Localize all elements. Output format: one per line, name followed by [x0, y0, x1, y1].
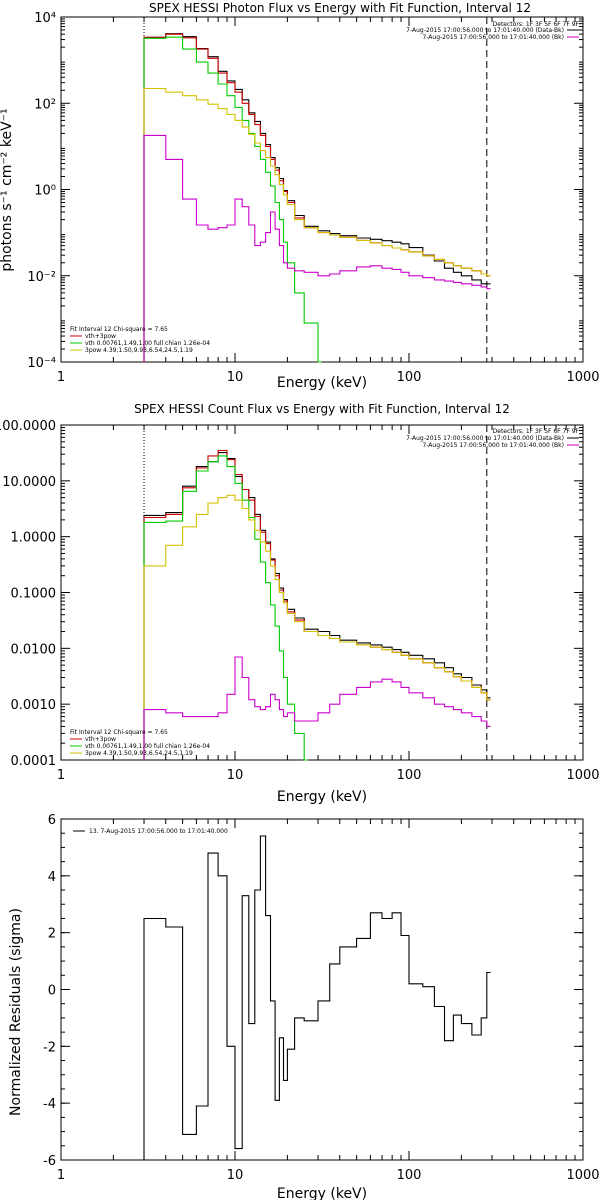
photon-flux-title: SPEX HESSI Photon Flux vs Energy with Fi…	[149, 1, 531, 15]
legend-fit-header: Fit Interval 12 Chi-square = 7.65	[70, 326, 168, 333]
x-tick-label: 1	[57, 768, 65, 783]
series-vth-3pow	[143, 449, 491, 760]
y-tick-label: 0.1000	[11, 587, 57, 602]
photon-flux-ylabel: photons s⁻¹ cm⁻² keV⁻¹	[0, 108, 15, 271]
y-tick-label: 10⁻²	[27, 270, 56, 285]
series-bk	[143, 656, 491, 760]
legend-detectors-header: Detectors: 1F 3F 5F 6F 7F 9F	[493, 428, 580, 435]
y-tick-label: 4	[48, 870, 56, 885]
legend-entry: 7-Aug-2015 17:00:56.000 to 17:01:40.000 …	[406, 435, 564, 442]
series-vth	[143, 455, 308, 761]
x-tick-label: 1000	[566, 370, 599, 385]
y-tick-label: 6	[48, 813, 56, 828]
y-tick-label: -6	[43, 1154, 56, 1169]
y-tick-label: 0.0010	[11, 698, 57, 713]
y-tick-label: 10⁻⁴	[27, 356, 56, 371]
count-flux-title: SPEX HESSI Count Flux vs Energy with Fit…	[134, 402, 510, 416]
series-vth-3pow	[143, 33, 491, 362]
y-tick-label: 0.0001	[11, 754, 57, 769]
x-tick-label: 100	[397, 370, 422, 385]
legend-entry: 7-Aug-2015 17:00:56.000 to 17:01:40.000 …	[406, 27, 564, 34]
legend-entry: vth 0.00761,1.49,1.00 full chian 1.26e-0…	[85, 340, 210, 347]
series-bk	[143, 134, 491, 362]
photon-flux-xlabel: Energy (keV)	[277, 375, 367, 391]
x-tick-label: 100	[397, 1168, 422, 1183]
y-tick-label: -4	[43, 1097, 56, 1112]
legend-entry: vth 0.00761,1.49,1.00 full chian 1.26e-0…	[85, 743, 210, 750]
plot-frame	[60, 818, 584, 1161]
photon-flux-panel: SPEX HESSI Photon Flux vs Energy with Fi…	[0, 1, 600, 391]
residuals-panel: Energy (keV) Normalized Residuals (sigma…	[8, 813, 600, 1200]
legend-fit-header: Fit Interval 12 Chi-square = 7.65	[70, 729, 168, 736]
legend-detectors-header: Detectors: 1F 3F 5F 6F 7F 9F	[493, 21, 580, 28]
y-tick-label: 2	[48, 927, 56, 942]
y-tick-label: -2	[43, 1040, 56, 1055]
y-tick-label: 0	[48, 984, 56, 999]
x-tick-label: 10	[227, 768, 244, 783]
x-tick-label: 10	[227, 1168, 244, 1183]
series-data-bk	[143, 33, 491, 362]
x-tick-label: 1000	[566, 768, 599, 783]
legend-entry: 13. 7-Aug-2015 17:00:56.000 to 17:01:40.…	[89, 828, 228, 835]
y-tick-label: 0.0100	[11, 642, 57, 657]
y-tick-label: 10⁴	[34, 11, 56, 26]
count-flux-panel: SPEX HESSI Count Flux vs Energy with Fit…	[0, 402, 600, 805]
x-tick-label: 100	[397, 768, 422, 783]
x-tick-label: 1	[57, 370, 65, 385]
series-13-7-aug-2015-17-00-56-000-to-17-01-40-000	[143, 835, 491, 1160]
y-tick-label: 10⁰	[34, 184, 56, 199]
series-vth	[143, 36, 322, 363]
y-tick-label: 1.0000	[11, 531, 57, 546]
plot-frame	[60, 424, 584, 761]
legend-entry: 7-Aug-2015 17:00:56.000 to 17:01:40.000 …	[422, 442, 564, 449]
legend-entry: vth+3pow	[85, 333, 116, 340]
series-3pow	[143, 494, 491, 760]
residuals-xlabel: Energy (keV)	[277, 1186, 367, 1200]
count-flux-xlabel: Energy (keV)	[277, 789, 367, 805]
residuals-ylabel: Normalized Residuals (sigma)	[8, 908, 24, 1116]
legend-entry: vth+3pow	[85, 736, 116, 743]
legend-entry: 3pow 4.39,1.50,9.93,6.54,24.5,1.19	[85, 347, 193, 354]
legend-entry: 3pow 4.39,1.50,9.93,6.54,24.5,1.19	[85, 750, 193, 757]
x-tick-label: 1000	[566, 1168, 599, 1183]
x-tick-label: 1	[57, 1168, 65, 1183]
series-3pow	[143, 87, 491, 362]
x-tick-label: 10	[227, 370, 244, 385]
y-tick-label: 100.0000	[0, 419, 56, 434]
y-tick-label: 10²	[34, 97, 56, 112]
y-tick-label: 10.0000	[2, 475, 56, 490]
legend-entry: 7-Aug-2015 17:00:56.000 to 17:01:40.000 …	[422, 34, 564, 41]
plot-frame	[60, 16, 584, 363]
series-data-bk	[143, 452, 491, 760]
